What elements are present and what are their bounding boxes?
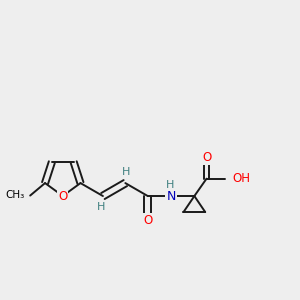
Text: O: O <box>58 190 68 203</box>
Text: H: H <box>122 167 130 177</box>
Text: O: O <box>143 214 152 227</box>
Text: OH: OH <box>232 172 250 185</box>
Text: H: H <box>97 202 106 212</box>
Text: H: H <box>166 180 175 190</box>
Text: CH₃: CH₃ <box>6 190 25 200</box>
Text: O: O <box>202 151 211 164</box>
Text: N: N <box>167 190 176 202</box>
